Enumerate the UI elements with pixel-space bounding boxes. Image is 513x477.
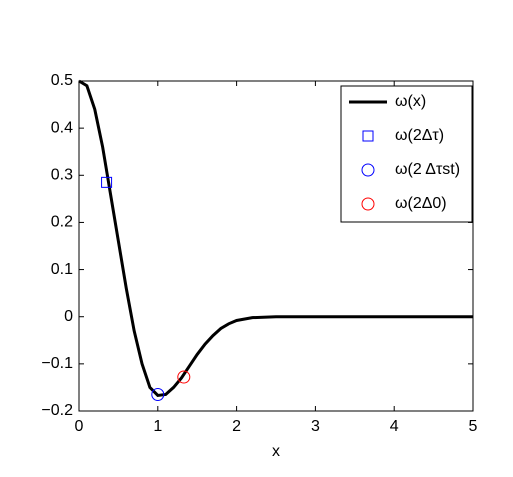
y-tick-label: −0.1 (41, 355, 73, 372)
axes-box (78, 80, 474, 412)
x-tick-label: 1 (153, 418, 162, 435)
y-tick-label: 0 (64, 308, 73, 325)
legend-box (340, 85, 473, 223)
y-tick-label: 0.2 (51, 214, 73, 231)
marker (177, 370, 191, 384)
legend-label: ω(2 Δτst) (395, 161, 460, 178)
legend-label: ω(x) (395, 93, 426, 110)
y-tick-label: 0.3 (51, 167, 73, 184)
legend-marker (362, 130, 374, 142)
x-tick-label: 3 (311, 418, 320, 435)
y-tick-label: 0.5 (51, 72, 73, 89)
x-tick-label: 2 (232, 418, 241, 435)
legend-label: ω(2Δ0) (395, 195, 447, 212)
x-axis-label: x (272, 443, 280, 460)
y-tick-label: 0.4 (51, 119, 73, 136)
marker (151, 388, 165, 401)
y-tick-label: −0.2 (41, 402, 73, 419)
y-tick-label: 0.1 (51, 261, 73, 278)
marker (101, 176, 113, 188)
x-tick-label: 4 (390, 418, 399, 435)
x-tick-label: 5 (469, 418, 478, 435)
legend-label: ω(2Δτ) (395, 127, 444, 144)
x-tick-label: 0 (75, 418, 84, 435)
legend-marker (361, 163, 375, 177)
legend-marker (361, 197, 375, 211)
line (78, 79, 473, 398)
